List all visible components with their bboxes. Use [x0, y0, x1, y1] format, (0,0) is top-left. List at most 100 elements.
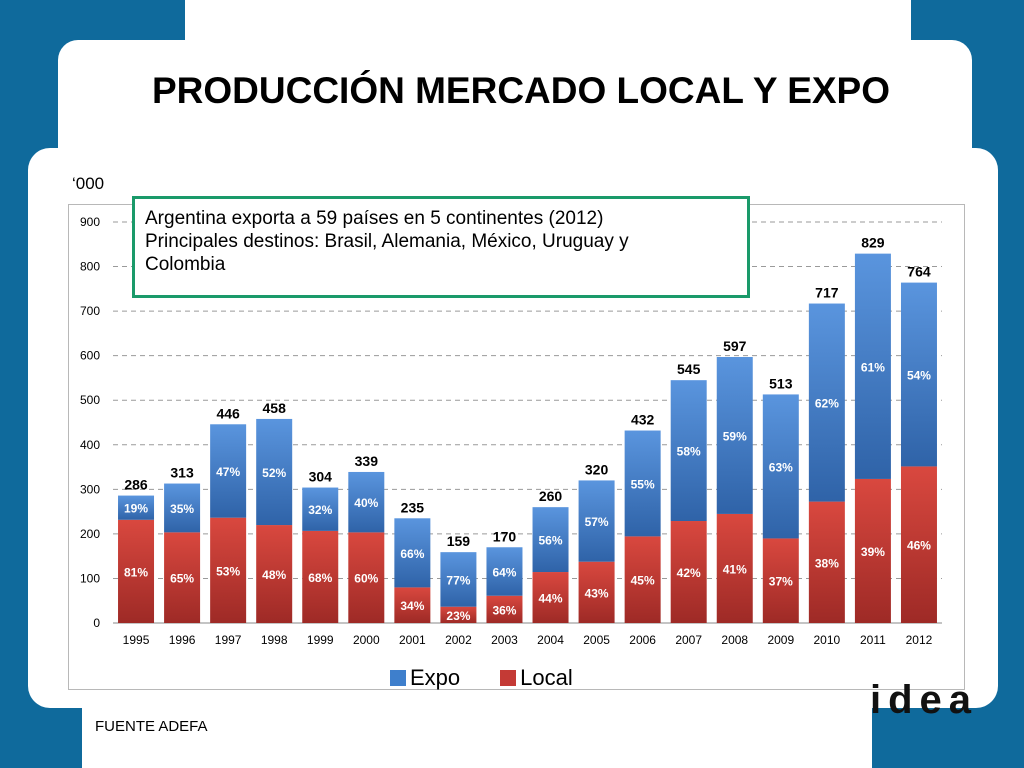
- expo-percent-label: 58%: [677, 445, 701, 459]
- expo-percent-label: 35%: [170, 502, 194, 516]
- local-percent-label: 46%: [907, 539, 931, 553]
- bar-expo: [624, 430, 661, 537]
- local-percent-label: 41%: [723, 562, 747, 576]
- page-title: PRODUCCIÓN MERCADO LOCAL Y EXPO: [151, 70, 891, 111]
- y-tick-label: 0: [93, 616, 100, 630]
- local-percent-label: 38%: [815, 556, 839, 570]
- x-tick-label: 1995: [123, 633, 150, 647]
- local-percent-label: 81%: [124, 565, 148, 579]
- y-tick-label: 600: [80, 349, 100, 363]
- total-label: 458: [263, 400, 287, 416]
- local-percent-label: 34%: [400, 599, 424, 613]
- total-label: 597: [723, 338, 747, 354]
- total-label: 313: [170, 465, 194, 481]
- bar-local: [118, 519, 155, 623]
- bar-local: [900, 466, 937, 623]
- bar-expo: [854, 253, 891, 479]
- bar-local: [348, 532, 385, 623]
- y-tick-label: 200: [80, 527, 100, 541]
- legend-item-local: Local: [500, 665, 573, 691]
- bar-local: [762, 538, 799, 623]
- bar-local: [164, 532, 201, 623]
- bar-local: [486, 595, 523, 623]
- x-tick-label: 2004: [537, 633, 564, 647]
- x-tick-label: 2000: [353, 633, 380, 647]
- expo-percent-label: 57%: [585, 515, 609, 529]
- bar-local: [808, 501, 845, 623]
- bar-expo: [348, 471, 385, 533]
- annotation-line-3: Colombia: [145, 254, 226, 275]
- bar-local: [532, 572, 569, 623]
- y-tick-label: 900: [80, 215, 100, 229]
- expo-percent-label: 47%: [216, 465, 240, 479]
- expo-percent-label: 56%: [539, 534, 563, 548]
- legend-label-local: Local: [520, 665, 573, 690]
- bar-local: [440, 606, 477, 623]
- bar-expo: [486, 547, 523, 596]
- bar-expo: [808, 303, 845, 502]
- expo-percent-label: 62%: [815, 397, 839, 411]
- annotation-line-1: Argentina exporta a 59 países en 5 conti…: [145, 208, 604, 229]
- units-label: ‘000: [72, 174, 105, 193]
- total-label: 764: [907, 264, 931, 280]
- bar-expo: [716, 357, 753, 514]
- x-tick-label: 2006: [629, 633, 656, 647]
- x-tick-label: 2009: [767, 633, 794, 647]
- bar-local: [670, 521, 707, 623]
- y-tick-label: 500: [80, 393, 100, 407]
- legend-swatch-local: [500, 670, 517, 686]
- x-tick-label: 2008: [721, 633, 748, 647]
- total-label: 545: [677, 361, 701, 377]
- expo-percent-label: 64%: [492, 565, 516, 579]
- y-tick-label: 400: [80, 438, 100, 452]
- bar-local: [624, 536, 661, 623]
- local-percent-label: 45%: [631, 574, 655, 588]
- expo-percent-label: 55%: [631, 477, 655, 491]
- total-label: 159: [447, 533, 471, 549]
- legend-swatch-expo: [390, 670, 406, 686]
- x-tick-label: 2010: [814, 633, 841, 647]
- total-label: 260: [539, 488, 563, 504]
- bar-local: [210, 517, 247, 623]
- total-label: 717: [815, 285, 839, 301]
- total-label: 235: [401, 499, 425, 515]
- local-percent-label: 23%: [446, 609, 470, 623]
- idea-logo: idea: [870, 680, 972, 716]
- local-percent-label: 36%: [492, 603, 516, 617]
- legend-item-expo: Expo: [390, 665, 460, 691]
- bar-expo: [302, 487, 339, 531]
- expo-percent-label: 66%: [400, 547, 424, 561]
- y-tick-label: 700: [80, 304, 100, 318]
- source-label: FUENTE ADEFA: [95, 718, 208, 735]
- bar-local: [716, 513, 753, 623]
- total-label: 286: [124, 477, 148, 493]
- y-tick-label: 100: [80, 571, 100, 585]
- bar-expo: [762, 394, 799, 539]
- x-tick-label: 2012: [906, 633, 933, 647]
- expo-percent-label: 63%: [769, 460, 793, 474]
- x-tick-label: 2003: [491, 633, 518, 647]
- bar-expo: [118, 495, 155, 520]
- bar-expo: [256, 418, 293, 526]
- x-tick-label: 1999: [307, 633, 334, 647]
- x-tick-label: 2007: [675, 633, 702, 647]
- local-percent-label: 43%: [585, 586, 609, 600]
- y-tick-label: 800: [80, 260, 100, 274]
- bar-local: [394, 587, 431, 623]
- local-percent-label: 48%: [262, 568, 286, 582]
- x-tick-label: 2001: [399, 633, 426, 647]
- local-percent-label: 60%: [354, 572, 378, 586]
- total-label: 339: [355, 453, 379, 469]
- expo-percent-label: 59%: [723, 429, 747, 443]
- local-percent-label: 65%: [170, 572, 194, 586]
- x-tick-label: 1996: [169, 633, 196, 647]
- local-percent-label: 53%: [216, 564, 240, 578]
- annotation-line-2: Principales destinos: Brasil, Alemania, …: [145, 231, 629, 252]
- total-label: 829: [861, 235, 885, 251]
- local-percent-label: 42%: [677, 566, 701, 580]
- bar-local: [256, 525, 293, 623]
- local-percent-label: 68%: [308, 571, 332, 585]
- bar-expo: [164, 483, 201, 533]
- total-label: 513: [769, 375, 793, 391]
